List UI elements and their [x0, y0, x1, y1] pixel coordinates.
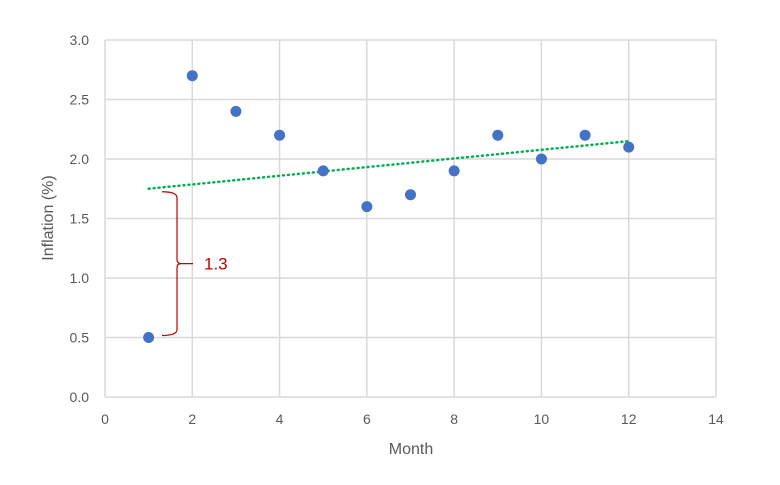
y-tick-label: 2.5 [70, 92, 90, 108]
gridlines [104, 39, 717, 398]
y-tick-label: 0.5 [70, 330, 90, 346]
data-point [186, 70, 198, 82]
y-tick-label: 3.0 [70, 32, 90, 48]
data-point [448, 165, 460, 177]
annotation-brace [161, 191, 193, 337]
data-point [405, 189, 416, 201]
data-point [535, 153, 547, 165]
data-point [579, 129, 591, 141]
y-tick-label: 0.0 [70, 389, 90, 405]
trendline [147, 139, 630, 190]
trendline-path [147, 139, 630, 190]
x-tick-label: 4 [276, 411, 284, 427]
y-axis-label: Inflation (%) [40, 175, 57, 260]
x-tick-label: 14 [708, 411, 724, 427]
x-tick-label: 8 [450, 411, 458, 427]
data-point [361, 201, 373, 213]
y-tick-label: 2.0 [70, 151, 90, 167]
data-point [317, 165, 329, 177]
x-tick-label: 0 [101, 411, 109, 427]
x-tick-label: 6 [363, 411, 371, 427]
x-tick-label: 2 [188, 411, 196, 427]
x-tick-label: 12 [621, 411, 637, 427]
data-point [623, 141, 635, 153]
tick-labels: 0 2 4 6 8 10 12 14 0.0 0.5 1.0 1.5 2.0 2.5 3.0 [70, 32, 724, 427]
data-points [143, 70, 635, 343]
x-tick-label: 10 [534, 411, 550, 427]
x-axis-label: Month [389, 441, 433, 458]
data-point [492, 129, 504, 141]
y-tick-label: 1.0 [70, 270, 90, 286]
y-tick-label: 1.5 [70, 211, 90, 227]
data-point [230, 105, 242, 117]
data-point [143, 332, 155, 343]
data-point [274, 129, 286, 141]
annotation: 1.3 [161, 191, 228, 337]
annotation-label: 1.3 [204, 255, 228, 274]
